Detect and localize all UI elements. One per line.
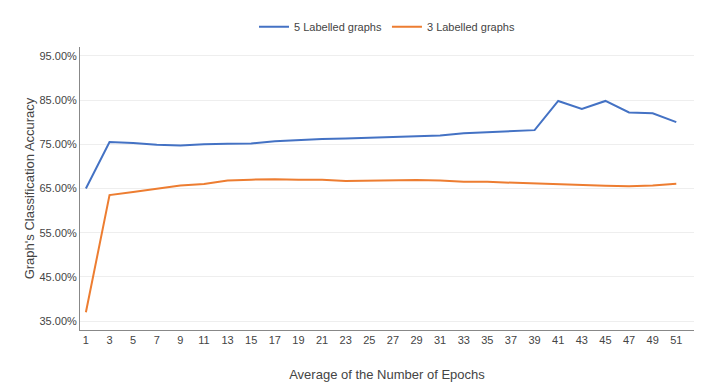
svg-text:65.00%: 65.00% [39, 182, 77, 194]
svg-text:13: 13 [221, 334, 233, 346]
svg-text:45.00%: 45.00% [39, 271, 77, 283]
svg-text:33: 33 [458, 334, 470, 346]
svg-text:3 Labelled graphs: 3 Labelled graphs [427, 21, 515, 33]
svg-text:45: 45 [599, 334, 611, 346]
svg-text:35.00%: 35.00% [39, 315, 77, 327]
svg-text:95.00%: 95.00% [39, 50, 77, 62]
svg-text:39: 39 [528, 334, 540, 346]
svg-text:41: 41 [552, 334, 564, 346]
svg-text:35: 35 [481, 334, 493, 346]
svg-text:37: 37 [505, 334, 517, 346]
svg-text:15: 15 [245, 334, 257, 346]
svg-text:3: 3 [106, 334, 112, 346]
svg-text:27: 27 [387, 334, 399, 346]
svg-text:47: 47 [623, 334, 635, 346]
svg-text:5 Labelled graphs: 5 Labelled graphs [294, 21, 382, 33]
svg-text:75.00%: 75.00% [39, 138, 77, 150]
svg-text:25: 25 [363, 334, 375, 346]
svg-text:51: 51 [670, 334, 682, 346]
svg-text:55.00%: 55.00% [39, 227, 77, 239]
svg-text:11: 11 [198, 334, 209, 346]
svg-text:31: 31 [434, 334, 446, 346]
svg-text:5: 5 [130, 334, 136, 346]
svg-text:21: 21 [316, 334, 328, 346]
svg-text:9: 9 [177, 334, 183, 346]
svg-text:17: 17 [269, 334, 281, 346]
svg-text:85.00%: 85.00% [39, 94, 77, 106]
svg-text:Average of the Number of Epoch: Average of the Number of Epochs [289, 367, 485, 382]
svg-text:19: 19 [292, 334, 304, 346]
svg-text:23: 23 [340, 334, 352, 346]
svg-text:Graph's Classification Accurac: Graph's Classification Accuracy [22, 97, 37, 279]
svg-text:7: 7 [154, 334, 160, 346]
svg-text:1: 1 [83, 334, 89, 346]
svg-text:29: 29 [410, 334, 422, 346]
svg-text:49: 49 [647, 334, 659, 346]
svg-text:43: 43 [576, 334, 588, 346]
